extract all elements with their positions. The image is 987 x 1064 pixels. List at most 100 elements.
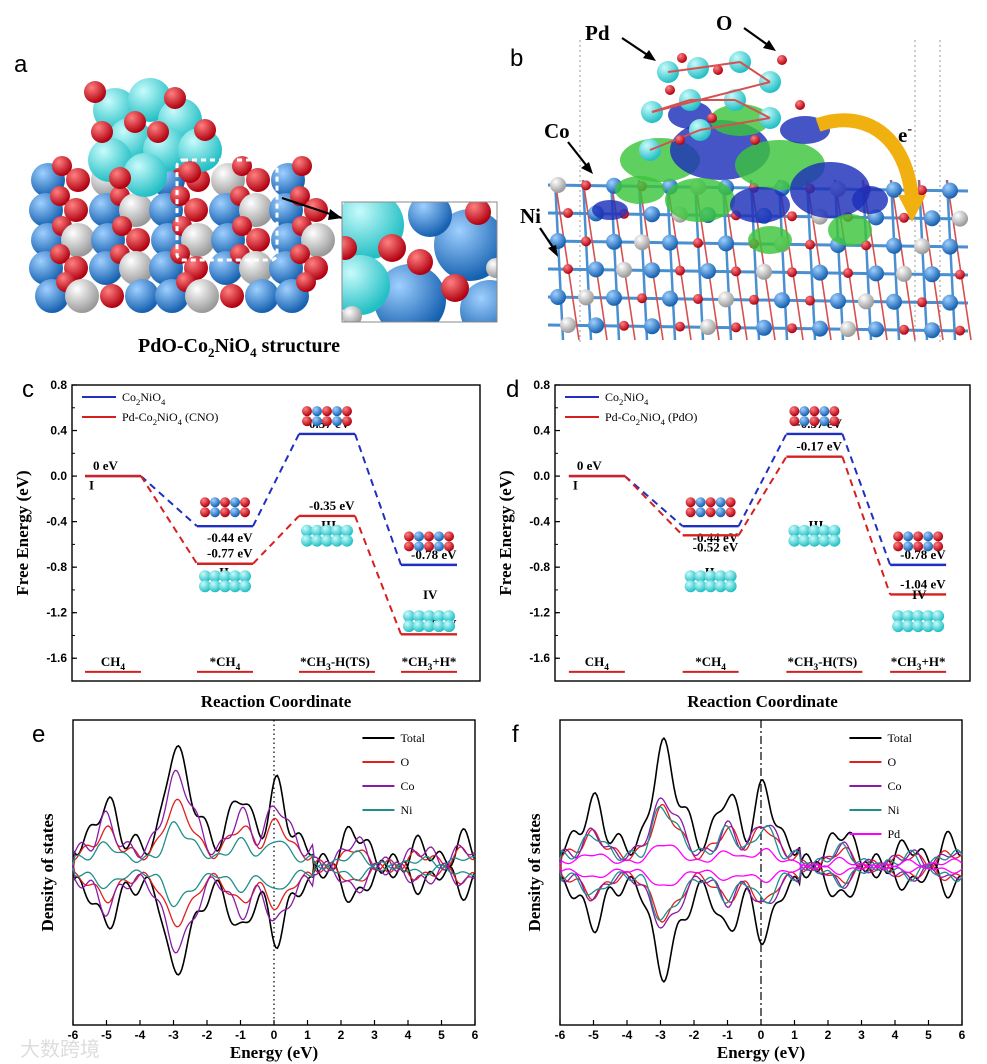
chart-e: -6 -5 -4 -3 -2 -1 0 1 2 3 4 5 6 Energy (eV) Density of…	[38, 719, 479, 1062]
thumbnail-atom	[789, 406, 800, 417]
thumbnail-atom	[424, 541, 434, 552]
series-connector	[841, 433, 892, 566]
thumbnail-atom	[903, 541, 914, 552]
energy-value-label: 0 eV	[93, 458, 119, 473]
x-tick-label: -6	[555, 1028, 566, 1042]
x-axis-label: Energy (eV)	[230, 1043, 318, 1062]
o-atom	[581, 236, 591, 247]
thumbnail-atom	[902, 610, 915, 623]
thumbnail-atom	[404, 531, 414, 542]
co-atom	[588, 261, 604, 278]
o-atom	[342, 236, 357, 260]
zoom-arrow-head	[328, 209, 342, 220]
thumbnail-atom	[434, 531, 444, 542]
co-atom	[374, 264, 446, 322]
intermediate-structure-thumbnail	[892, 610, 945, 633]
legend-entry: Total	[887, 731, 912, 745]
x-tick-label: 6	[959, 1028, 966, 1042]
label-o: O	[716, 11, 732, 35]
series-connector	[841, 456, 892, 595]
thumbnail-atom	[342, 416, 352, 427]
o-atom	[91, 121, 113, 143]
thumbnail-atom	[239, 580, 251, 593]
co-atom	[588, 317, 604, 334]
co-atom	[408, 202, 452, 237]
o-atom	[675, 265, 685, 276]
o-atom	[675, 135, 685, 145]
o-atom	[619, 320, 629, 331]
thumbnail-atom	[230, 497, 240, 508]
lattice-bond	[637, 179, 649, 341]
o-atom	[246, 168, 270, 192]
legend-entry: O	[887, 755, 896, 769]
legend-entry: Ni	[887, 803, 900, 817]
x-tick-label: 5	[925, 1028, 932, 1042]
ni-atom	[896, 265, 912, 282]
thumbnail-atom	[443, 610, 455, 623]
thumbnail-atom	[714, 570, 727, 583]
label-pd: Pd	[585, 21, 610, 45]
thumbnail-atom	[210, 507, 220, 518]
thumbnail-atom	[704, 580, 717, 593]
thumbnail-atom	[912, 610, 925, 623]
ni-atom	[342, 306, 362, 322]
o-atom	[955, 269, 965, 280]
thumbnail-atom	[322, 406, 332, 417]
energy-value-label: -0.44 eV	[693, 530, 739, 545]
thumbnail-atom	[331, 534, 343, 547]
intermediate-label: I	[89, 478, 94, 493]
pdo-co2nio4-structure-model	[29, 78, 335, 313]
co-atom	[942, 238, 958, 255]
thumbnail-atom	[923, 541, 934, 552]
o-atom	[707, 113, 717, 123]
pd-atom	[123, 153, 167, 197]
ni-atom	[858, 293, 874, 310]
o-atom	[124, 111, 146, 133]
y-axis-label: Density of states	[525, 813, 544, 931]
energy-value-label: -0.44 eV	[207, 530, 253, 545]
o-atom	[917, 297, 927, 308]
thumbnail-atom	[200, 507, 210, 518]
y-axis-label: Free Energy (eV)	[496, 470, 515, 595]
thumbnail-atom	[724, 570, 737, 583]
o-atom	[731, 322, 741, 333]
x-tick-label: 2	[338, 1028, 345, 1042]
series-connector	[140, 475, 198, 565]
chart-f: -6 -5 -4 -3 -2 -1 0 1 2 3 4 5 6 Energy (eV) Density of…	[525, 719, 966, 1062]
thumbnail-atom	[705, 507, 716, 518]
thumbnail-atom	[332, 406, 342, 417]
thumbnail-atom	[809, 406, 820, 417]
panel-label-d: d	[506, 376, 519, 403]
co-atom	[662, 290, 678, 307]
co-atom	[886, 293, 902, 310]
lattice-bond	[917, 179, 929, 341]
pd-o-bond	[699, 117, 771, 131]
co-atom	[756, 319, 772, 336]
ni-atom	[700, 319, 716, 335]
o-atom	[407, 249, 433, 275]
y-tick-label: 0.4	[50, 424, 67, 438]
x-tick-label: -4	[622, 1028, 633, 1042]
ni-atom	[914, 238, 930, 255]
pd-o-bond	[651, 99, 691, 113]
y-axis-label: Free Energy (eV)	[13, 470, 32, 595]
ni-atom	[61, 223, 95, 257]
ni-atom	[65, 279, 99, 313]
y-tick-label: -1.6	[529, 651, 550, 665]
electron-transfer-arrow-head	[898, 195, 926, 222]
category-label: *CH3-H(TS)	[300, 654, 370, 673]
y-tick-label: -1.6	[46, 651, 67, 665]
dos-curve-ni-down	[559, 862, 963, 921]
thumbnail-atom	[413, 620, 425, 633]
thumbnail-atom	[715, 497, 726, 508]
thumbnail-atom	[892, 610, 905, 623]
charge-density-isosurface	[592, 200, 628, 220]
thumbnail-atom	[704, 570, 717, 583]
thumbnail-atom	[302, 416, 312, 427]
o-atom	[64, 198, 88, 222]
x-tick-label: -4	[135, 1028, 146, 1042]
category-label: *CH3+H*	[891, 654, 946, 673]
y-tick-label: -0.4	[46, 515, 67, 529]
co-atom	[550, 289, 566, 305]
lattice-bond	[889, 179, 901, 341]
